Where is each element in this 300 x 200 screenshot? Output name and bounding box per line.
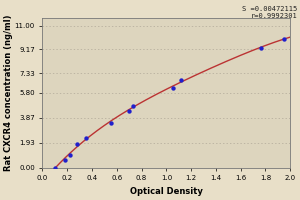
Point xyxy=(83,136,88,140)
Point xyxy=(52,166,57,169)
Point xyxy=(127,109,132,113)
Point xyxy=(130,104,135,107)
Point xyxy=(62,158,67,162)
Text: S =0.00472115
r=0.9992301: S =0.00472115 r=0.9992301 xyxy=(242,6,297,19)
Point xyxy=(282,37,286,40)
Point xyxy=(67,153,72,156)
Point xyxy=(179,78,184,82)
Y-axis label: Rat CXCR4 concentration (ng/ml): Rat CXCR4 concentration (ng/ml) xyxy=(4,15,13,171)
X-axis label: Optical Density: Optical Density xyxy=(130,187,203,196)
Point xyxy=(75,143,80,146)
Point xyxy=(258,46,263,49)
Point xyxy=(108,121,113,124)
Point xyxy=(170,86,175,89)
